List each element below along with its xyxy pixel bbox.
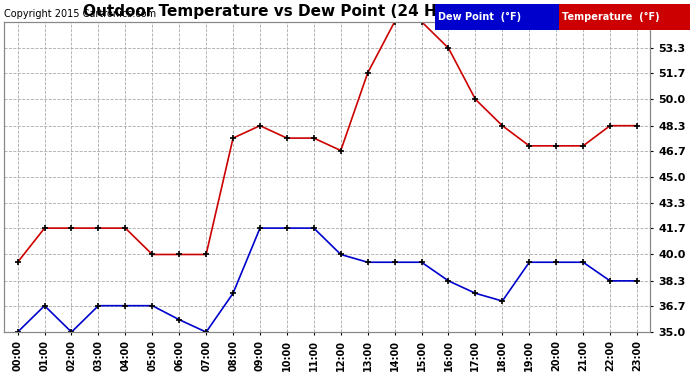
Text: Temperature  (°F): Temperature (°F) bbox=[562, 12, 660, 22]
Title: Outdoor Temperature vs Dew Point (24 Hours) 20151030: Outdoor Temperature vs Dew Point (24 Hou… bbox=[83, 4, 571, 19]
Text: Copyright 2015 Cartronics.com: Copyright 2015 Cartronics.com bbox=[4, 9, 157, 19]
Text: Dew Point  (°F): Dew Point (°F) bbox=[438, 12, 521, 22]
